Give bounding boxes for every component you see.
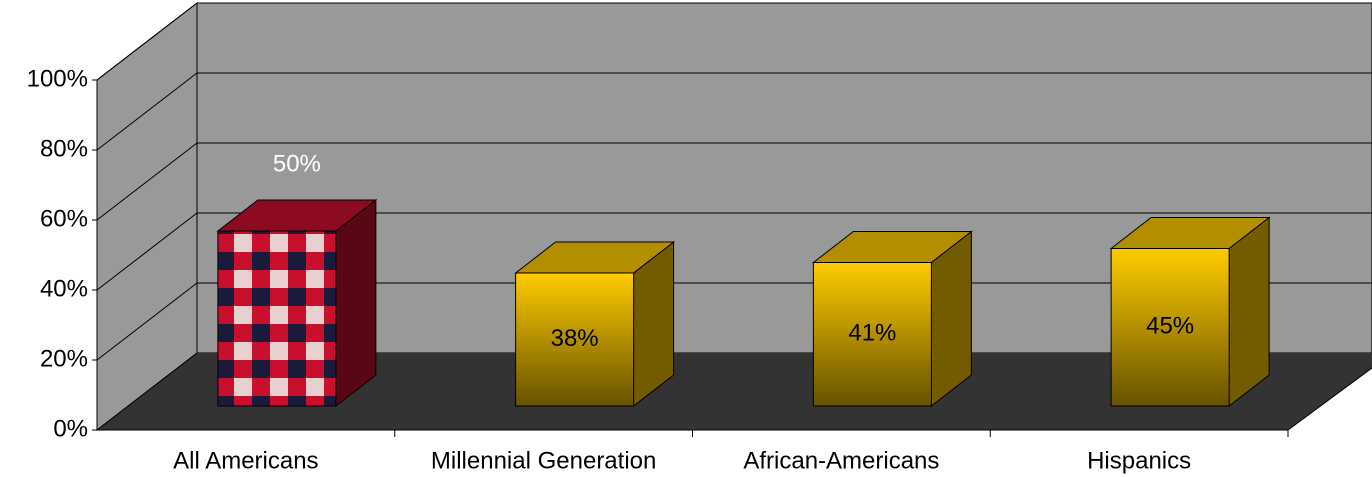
bar xyxy=(812,262,932,407)
x-tick-label: Hispanics xyxy=(1087,447,1191,474)
grid-line xyxy=(96,2,198,81)
x-tick-label: Millennial Generation xyxy=(431,447,656,474)
bar xyxy=(217,230,337,407)
y-tick-label: 40% xyxy=(40,275,88,302)
bar-side xyxy=(335,198,377,408)
grid-line xyxy=(96,142,198,221)
grid-line xyxy=(96,72,198,151)
x-tick-label: African-Americans xyxy=(743,447,939,474)
y-tick-label: 0% xyxy=(53,415,88,442)
grid-line xyxy=(96,282,198,361)
y-tick-label: 20% xyxy=(40,345,88,372)
bar-side xyxy=(1228,216,1270,408)
value-label: 41% xyxy=(848,320,896,347)
y-tick-label: 100% xyxy=(27,65,88,92)
value-label: 45% xyxy=(1146,313,1194,340)
x-tick-label: All Americans xyxy=(173,447,318,474)
grid-line xyxy=(96,352,198,431)
grid-line xyxy=(96,212,198,291)
bar xyxy=(1110,248,1230,407)
y-tick-label: 60% xyxy=(40,205,88,232)
floor xyxy=(97,353,1372,430)
bar xyxy=(515,272,635,407)
value-label: 38% xyxy=(551,325,599,352)
value-label: 50% xyxy=(273,150,321,177)
y-tick-label: 80% xyxy=(40,135,88,162)
